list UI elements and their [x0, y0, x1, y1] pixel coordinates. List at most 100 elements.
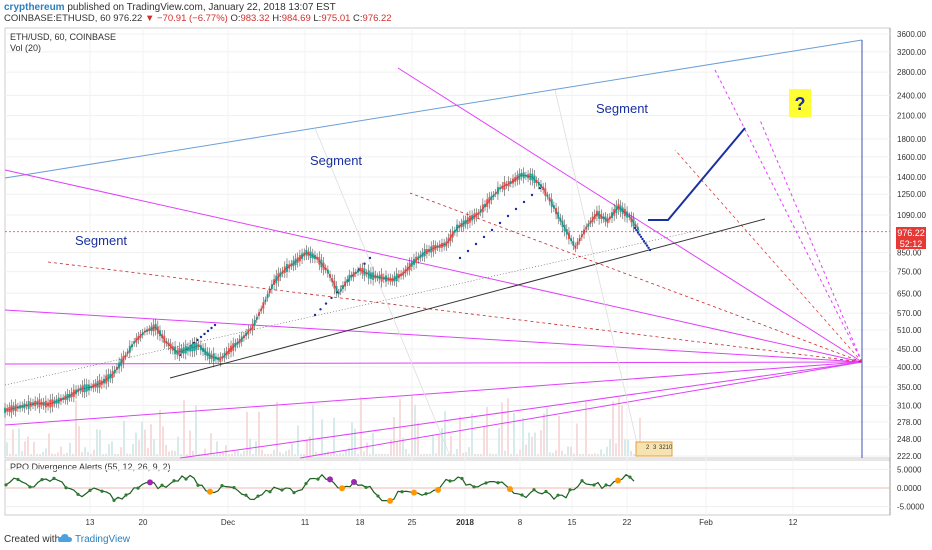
high-label: H:	[272, 13, 282, 24]
volume-bar	[519, 449, 521, 456]
volume-bar	[126, 453, 128, 456]
ppo-dot	[124, 493, 128, 497]
volume-bar	[168, 451, 170, 456]
ppo-dot	[615, 477, 621, 484]
volume-bar	[78, 426, 80, 456]
volume-bar	[27, 436, 29, 456]
volume-bar	[138, 440, 140, 456]
projection-dot	[196, 338, 199, 342]
volume-bar	[576, 423, 578, 456]
volume-bar	[300, 453, 302, 456]
ppo-tick-label: 0.0000	[897, 484, 922, 493]
volume-bar	[546, 408, 548, 456]
symbol-line: COINBASE:ETHUSD, 60 976.22 ▼ −70.91 (−6.…	[4, 13, 392, 24]
volume-bar	[633, 453, 635, 456]
volume-bar	[483, 426, 485, 456]
volume-bar	[456, 449, 458, 456]
volume-bar	[393, 416, 395, 456]
time-tick-label: 22	[623, 518, 632, 527]
price-tick-label: 1600.00	[897, 153, 926, 162]
volume-bar	[357, 453, 359, 456]
volume-bar	[213, 453, 215, 456]
price-tick-label: 1090.00	[897, 211, 926, 220]
ppo-dot	[100, 489, 104, 493]
segment-label-2: Segment	[310, 153, 362, 168]
volume-bar	[312, 404, 314, 456]
time-tick-label: Dec	[221, 518, 235, 527]
price-tick-label: 510.00	[897, 326, 922, 335]
price-tick-label: 222.00	[897, 452, 922, 461]
close-value: 976.22	[362, 13, 392, 24]
header-bar: crypthereum published on TradingView.com…	[0, 0, 932, 26]
volume-bar	[492, 454, 494, 456]
horizontal-grid	[5, 33, 890, 457]
candle-body	[4, 407, 6, 414]
volume-bar	[135, 432, 137, 456]
volume-bar	[291, 443, 293, 456]
projection-dot	[368, 256, 372, 260]
projection-dot	[506, 214, 510, 218]
volume-bar	[513, 412, 515, 456]
ppo-dot	[316, 477, 320, 481]
volume-bar	[495, 453, 497, 456]
volume-bar	[279, 452, 281, 456]
volume-bar	[417, 422, 419, 456]
volume-bar	[123, 420, 125, 456]
volume-bar	[114, 453, 116, 456]
volume-bar	[255, 441, 257, 456]
volume-bar	[309, 436, 311, 456]
price-tick-label: 850.00	[897, 249, 922, 258]
ppo-dot	[256, 494, 260, 498]
projection-dot	[213, 323, 217, 327]
volume-bar	[273, 449, 275, 456]
volume-bar	[477, 453, 479, 456]
projection-dot	[639, 235, 643, 238]
price-candles	[4, 167, 641, 419]
volume-bars	[6, 396, 641, 456]
volume-bar	[639, 417, 641, 456]
ppo-dot	[424, 492, 428, 496]
ppo-dot	[580, 479, 584, 483]
volume-bar	[564, 453, 566, 456]
volume-bar	[36, 453, 38, 456]
projection-dot	[458, 256, 462, 260]
volume-bar	[174, 451, 176, 456]
volume-bar	[84, 447, 86, 456]
volume-bar	[459, 416, 461, 456]
projection-dot	[203, 332, 206, 336]
volume-bar	[402, 437, 404, 456]
price-tick-label: 570.00	[897, 309, 922, 318]
volume-label-1: 2	[646, 445, 650, 451]
published-text: published on TradingView.com, January 22…	[67, 2, 336, 13]
volume-bar	[15, 453, 17, 456]
chart-svg[interactable]: ETH/USD, 60, COINBASE Vol (20) Segment S…	[0, 26, 932, 530]
author-link[interactable]: crypthereum	[4, 2, 65, 13]
ppo-dot	[4, 483, 8, 487]
volume-bar	[21, 451, 23, 456]
volume-bar	[606, 446, 608, 456]
cloud-icon	[58, 534, 72, 542]
projection-dot	[466, 249, 470, 253]
tradingview-link[interactable]: TradingView	[75, 534, 131, 545]
volume-bar	[162, 426, 164, 456]
volume-label-box	[635, 441, 673, 457]
low-value: 975.01	[321, 13, 351, 24]
volume-bar	[156, 453, 158, 456]
ppo-dot	[556, 493, 560, 497]
projection-dot	[644, 242, 647, 245]
chart-area[interactable]: ETH/USD, 60, COINBASE Vol (20) Segment S…	[0, 26, 932, 536]
ppo-axis-labels: 5.0000 0.0000 -5.0000	[897, 465, 925, 511]
volume-bar	[96, 429, 98, 456]
volume-bar	[336, 453, 338, 456]
time-tick-label: 18	[356, 518, 365, 527]
open-value: 983.32	[240, 13, 270, 24]
ppo-dot	[172, 479, 176, 483]
volume-label-3: 3210	[659, 445, 673, 451]
volume-bar	[354, 428, 356, 456]
time-tick-label: 25	[408, 518, 417, 527]
volume-bar	[435, 453, 437, 456]
open-label: O:	[230, 13, 241, 24]
volume-bar	[501, 402, 503, 456]
volume-bar	[363, 451, 365, 456]
volume-bar	[216, 441, 218, 456]
